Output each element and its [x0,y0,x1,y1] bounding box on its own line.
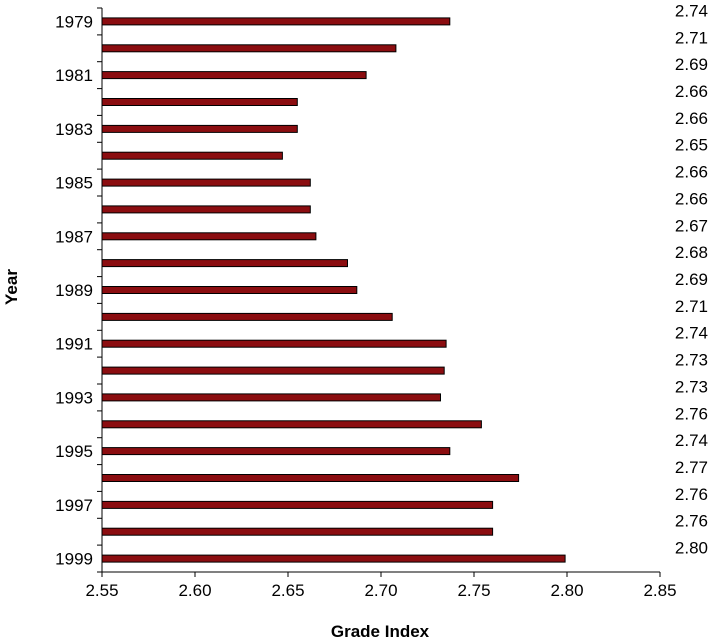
bar-1987 [101,232,317,241]
bar-1992 [101,366,445,375]
y-tick-label-1981: 1981 [55,66,93,85]
value-label-1982: 2.66 [675,82,708,101]
x-tick-label-2.85: 2.85 [643,581,676,600]
value-label-1994: 2.76 [675,404,708,423]
bar-1988 [101,259,348,268]
bar-1996 [101,474,520,482]
value-label-1993: 2.73 [675,377,708,396]
y-tick-label-1999: 1999 [55,550,93,569]
bar-1985 [101,178,311,187]
value-label-1987: 2.67 [675,216,708,235]
x-tick-label-2.65: 2.65 [271,581,304,600]
y-axis-title: Year [2,269,21,305]
y-tick-label-1993: 1993 [55,388,93,407]
bar-1984 [101,151,283,160]
bar-1995 [101,447,451,456]
y-tick-label-1987: 1987 [55,227,93,246]
value-label-1986: 2.66 [675,189,708,208]
bar-1990 [101,312,393,321]
value-label-1981: 2.69 [675,55,708,74]
value-label-1988: 2.68 [675,243,708,262]
bar-1991 [101,339,447,348]
x-tick-label-2.70: 2.70 [364,581,397,600]
x-tick-label-2.75: 2.75 [457,581,490,600]
y-tick-label-1985: 1985 [55,174,93,193]
value-label-1979: 2.74 [675,1,708,20]
value-label-1996: 2.77 [675,458,708,477]
bar-1983 [101,124,298,133]
value-label-1992: 2.73 [675,351,708,370]
bar-1997 [101,500,494,509]
x-tick-label-2.80: 2.80 [550,581,583,600]
bar-1981 [101,71,367,80]
x-tick-label-2.55: 2.55 [85,581,118,600]
y-tick-label-1989: 1989 [55,281,93,300]
bar-1982 [101,98,298,106]
bar-1998 [101,527,494,536]
bar-1989 [101,286,358,294]
value-label-1999: 2.80 [675,539,708,558]
value-label-1985: 2.66 [675,163,708,182]
bars-group [101,17,566,563]
value-label-1997: 2.76 [675,485,708,504]
bar-1993 [101,393,441,402]
y-tick-label-1995: 1995 [55,442,93,461]
value-label-1983: 2.66 [675,109,708,128]
y-tick-label-1979: 1979 [55,12,93,31]
y-tick-label-1997: 1997 [55,496,93,515]
value-label-1998: 2.76 [675,512,708,531]
bar-1980 [101,44,397,53]
y-tick-label-1983: 1983 [55,120,93,139]
value-label-1984: 2.65 [675,136,708,155]
ticks-group [97,7,661,577]
value-label-1980: 2.71 [675,28,708,47]
value-label-1990: 2.71 [675,297,708,316]
bar-1999 [101,554,566,563]
bar-1979 [101,17,451,26]
labels-group: 1979 1981 1983 1985 1987 1989 1991 1993 1995 1997… [55,1,708,600]
x-axis-title: Grade Index [331,622,430,641]
y-tick-label-1991: 1991 [55,335,93,354]
value-label-1991: 2.74 [675,324,708,343]
bar-1986 [101,205,311,214]
x-tick-label-2.60: 2.60 [178,581,211,600]
value-label-1995: 2.74 [675,431,708,450]
bar-1994 [101,420,482,429]
value-label-1989: 2.69 [675,270,708,289]
